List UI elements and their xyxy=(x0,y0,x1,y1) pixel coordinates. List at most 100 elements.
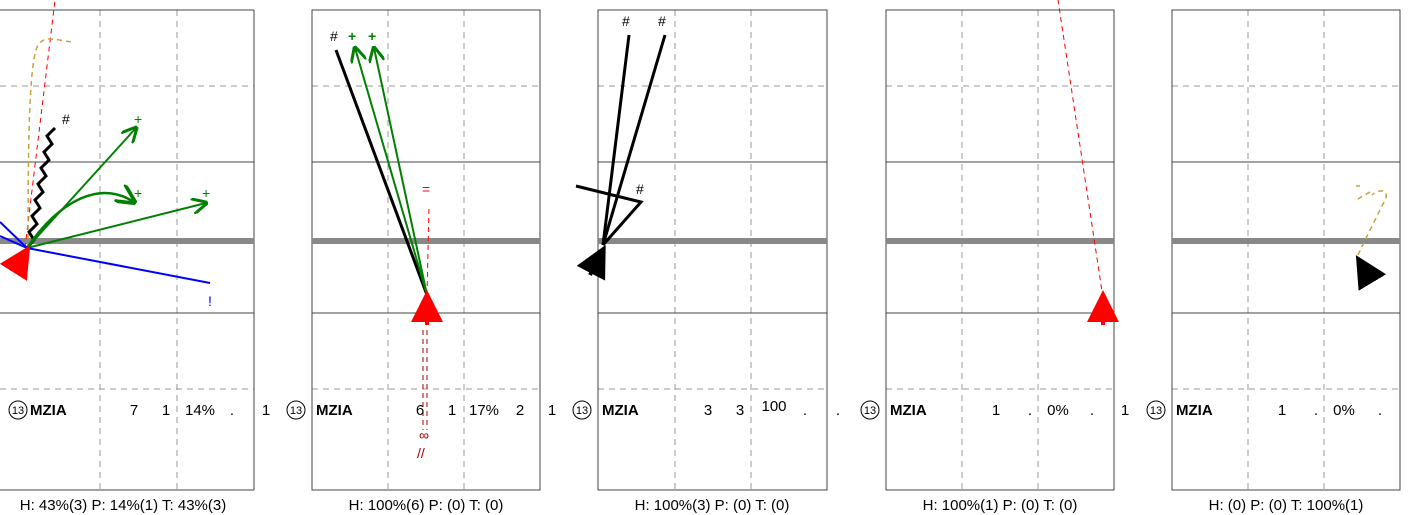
panel-4: 13 MZIA 1 . 0% . 1 H: 100%(1) P: (0) T: … xyxy=(860,0,1129,514)
panel-2-green-arrow-2 xyxy=(374,48,428,296)
panel-1-badge-circle xyxy=(8,400,28,420)
panel-3-marker-2: # xyxy=(636,181,644,197)
panel-3-grid xyxy=(598,10,827,490)
panel-3-marker-0: # xyxy=(622,13,630,29)
panel-5-row: 13 MZIA 1 . 0% . xyxy=(1146,400,1382,420)
panel-2-midline xyxy=(312,238,540,244)
panel-3-midline xyxy=(598,238,827,244)
panel-5-frame xyxy=(1171,9,1401,491)
panel-1-green-arrow-2 xyxy=(25,193,134,249)
panel-5-footer: H: (0) P: (0) T: 100%(1) xyxy=(1209,497,1364,514)
panel-2-green-arrow-1 xyxy=(355,48,428,296)
panel-1-c2: 1 xyxy=(162,402,170,419)
panel-4-c5: 1 xyxy=(1121,402,1129,419)
panel-2: # + + = ∞ // 13 MZIA 6 1 17% 2 1 H: 100%… xyxy=(286,9,556,514)
panel-4-row: 13 MZIA 1 . 0% . 1 xyxy=(860,400,1129,420)
panel-1-blue-line-1 xyxy=(26,247,211,284)
panel-5-c2: . xyxy=(1314,402,1318,419)
panel-2-marker-4: ∞ xyxy=(419,427,429,443)
panel-4-red-dashed-trace xyxy=(1057,0,1104,299)
panel-4-c3: 0% xyxy=(1047,402,1069,419)
panel-5-c3: 0% xyxy=(1333,402,1355,419)
panel-1-red-dashed-trace xyxy=(24,0,56,249)
panel-3-marker-1: # xyxy=(658,13,666,29)
panel-1-black-zigzag xyxy=(25,126,57,249)
panel-3-name: MZIA xyxy=(602,402,639,419)
panel-3-c3: 100 xyxy=(761,398,786,415)
panel-4-grid xyxy=(886,10,1114,490)
panel-2-c5: 1 xyxy=(548,402,556,419)
panel-5-midline xyxy=(1172,238,1400,244)
panel-3-row: 13 MZIA 3 3 100 . . xyxy=(572,398,840,420)
panel-4-footer: H: 100%(1) P: (0) T: (0) xyxy=(923,497,1078,514)
panel-5-gold-dashed-trace xyxy=(1355,185,1387,256)
panel-1-c1: 7 xyxy=(130,402,138,419)
panel-2-marker-1: + xyxy=(348,28,356,44)
panel-3: # # # 13 MZIA 3 3 100 . . H: 100%(3) P: … xyxy=(572,9,840,514)
panel-5: 13 MZIA 1 . 0% . H: (0) P: (0) T: 100%(1… xyxy=(1146,9,1401,514)
panel-5-grid xyxy=(1172,10,1400,490)
panel-5-badge-circle xyxy=(1146,400,1166,420)
panel-1-marker-3: + xyxy=(202,185,210,201)
panel-3-black-arrow xyxy=(576,244,606,281)
panel-1-gold-dashed-trace xyxy=(27,38,73,249)
panel-4-badge-circle xyxy=(860,400,880,420)
panel-3-black-line-3 xyxy=(575,184,644,246)
panel-4-badge: 13 xyxy=(864,405,876,417)
panel-2-c3: 17% xyxy=(469,402,499,419)
panel-3-c4: . xyxy=(803,402,807,419)
panel-1-footer: H: 43%(3) P: 14%(1) T: 43%(3) xyxy=(20,497,226,514)
panel-4-frame xyxy=(885,9,1115,491)
panel-5-c1: 1 xyxy=(1278,402,1286,419)
panel-2-darkred-dashed-trace xyxy=(422,330,428,430)
panel-4-c1: 1 xyxy=(992,402,1000,419)
panel-5-badge: 13 xyxy=(1150,405,1162,417)
panel-2-badge: 13 xyxy=(290,405,302,417)
panel-2-badge-circle xyxy=(286,400,306,420)
panel-1-marker-1: + xyxy=(134,111,142,127)
panel-5-c4: . xyxy=(1378,402,1382,419)
panel-1-row: 13 MZIA 7 1 14% . 1 xyxy=(8,400,270,420)
panel-1-c3: 14% xyxy=(185,402,215,419)
panel-5-hlines xyxy=(1172,161,1400,314)
panel-1-green-arrow-3 xyxy=(26,203,206,249)
panel-2-footer: H: 100%(6) P: (0) T: (0) xyxy=(349,497,504,514)
panel-3-c2: 3 xyxy=(736,402,744,419)
panel-2-marker-5: // xyxy=(417,445,425,461)
panel-4-c2: . xyxy=(1028,402,1032,419)
panel-2-name: MZIA xyxy=(316,402,353,419)
panel-1-blue-line-2 xyxy=(0,221,28,249)
panel-2-marker-0: # xyxy=(330,28,338,44)
panel-4-name: MZIA xyxy=(890,402,927,419)
panel-3-footer: H: 100%(3) P: (0) T: (0) xyxy=(635,497,790,514)
panel-3-black-line-1 xyxy=(601,34,631,246)
panel-1-frame xyxy=(0,9,255,491)
panel-2-black-line xyxy=(334,49,429,296)
panel-4-c4: . xyxy=(1090,402,1094,419)
panel-5-black-arrow xyxy=(1355,255,1387,291)
panel-2-frame xyxy=(311,9,541,491)
panel-2-marker-2: + xyxy=(368,28,376,44)
panel-1-green-arrow-1 xyxy=(26,128,136,249)
panel-1-marker-0: # xyxy=(62,111,70,127)
panel-1-badge: 13 xyxy=(12,405,24,417)
panel-1-red-arrow xyxy=(0,245,31,281)
panel-3-badge-circle xyxy=(572,400,592,420)
panel-2-c1: 6 xyxy=(416,402,424,419)
panel-2-marker-3: = xyxy=(422,181,430,197)
panel-3-c1: 3 xyxy=(704,402,712,419)
panel-3-badge: 13 xyxy=(576,405,588,417)
panel-1-marker-2: + xyxy=(134,185,142,201)
panel-2-row: 13 MZIA 6 1 17% 2 1 xyxy=(286,400,556,420)
panel-3-c5: . xyxy=(836,402,840,419)
panel-2-c2: 1 xyxy=(448,402,456,419)
panel-4-midline xyxy=(886,238,1114,244)
panel-1-grid xyxy=(0,10,254,490)
panel-1-name: MZIA xyxy=(30,402,67,419)
panel-4-hlines xyxy=(886,161,1114,314)
panel-3-black-line-2 xyxy=(601,34,667,246)
panel-1: # + + + ! 13 MZIA 7 1 14% . 1 H: 43%(3) … xyxy=(0,0,270,514)
panel-3-hlines xyxy=(598,161,827,314)
panel-1-c5: 1 xyxy=(262,402,270,419)
